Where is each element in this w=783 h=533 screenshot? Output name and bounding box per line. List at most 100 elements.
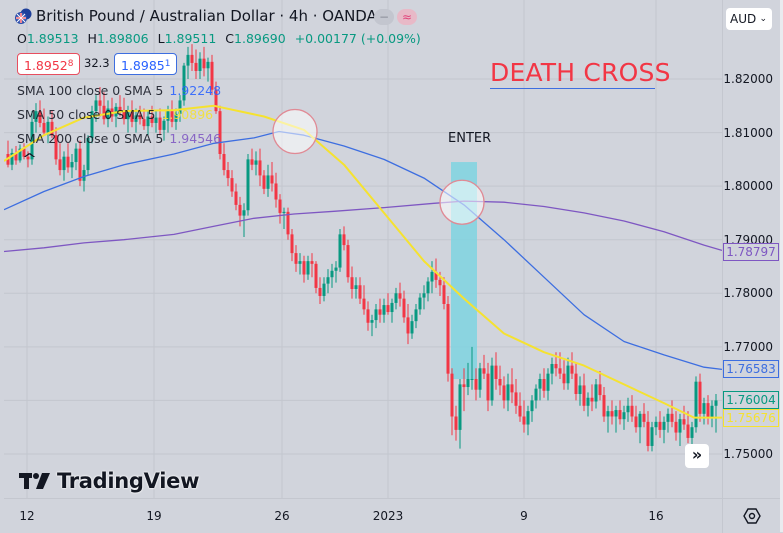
symbol-legend[interactable]: British Pound / Australian Dollar · 4h ·… [14, 7, 377, 25]
indicator-sma-100[interactable]: SMA 100 close 0 SMA 5 1.92248 [17, 83, 221, 98]
candle-body [622, 412, 626, 420]
candle-body [498, 379, 502, 386]
minimize-icon[interactable]: − [374, 9, 394, 25]
sma-line-sma200 [4, 200, 722, 253]
buy-button[interactable]: 1.89851 [114, 53, 178, 75]
indicator-value: 1.92248 [169, 83, 222, 98]
gbp-aud-flag-icon [14, 8, 32, 24]
candle-body [418, 297, 422, 310]
indicator-sma-50[interactable]: SMA 50 close 0 SMA 5 1.90896 [17, 107, 213, 122]
candle-body [222, 154, 226, 171]
chevron-down-icon: ⌄ [759, 14, 767, 24]
candle-body [354, 285, 358, 289]
candle-body [670, 413, 674, 422]
cross-circle-marker [272, 108, 318, 155]
candle-body [142, 119, 146, 127]
price-tick-label: 1.75000 [723, 447, 773, 461]
candle-body [198, 58, 202, 71]
scroll-to-realtime-button[interactable]: » [685, 444, 709, 468]
axis-corner [722, 498, 781, 533]
candle-body [650, 427, 654, 446]
candle-body [710, 405, 714, 418]
sell-price: 1.8952 [24, 58, 68, 73]
candle-body [374, 309, 378, 321]
candle-body [410, 321, 414, 334]
death-cross-annotation[interactable]: DEATH CROSS [490, 58, 671, 87]
candle-body [202, 58, 206, 69]
chart-pane[interactable]: British Pound / Australian Dollar · 4h ·… [4, 0, 722, 498]
candle-body [370, 320, 374, 323]
currency-selector[interactable]: AUD ⌄ [726, 8, 772, 30]
candle-body [426, 281, 430, 294]
candle-body [674, 421, 678, 433]
candle-body [558, 368, 562, 374]
candle-body [566, 365, 570, 384]
sma-line-sma50 [4, 104, 722, 419]
time-tick-label: 2023 [372, 509, 404, 523]
candle-body [62, 156, 66, 171]
indicator-label: SMA 200 close 0 SMA 5 [17, 131, 164, 146]
candle-body [242, 210, 246, 216]
candle-body [570, 365, 574, 374]
candle-body [250, 159, 254, 165]
candle-body [246, 159, 250, 211]
candle-body [102, 105, 106, 120]
candle-body [662, 421, 666, 430]
candle-body [182, 65, 186, 101]
sma-line-sma100 [4, 130, 722, 371]
sell-button[interactable]: 1.89528 [17, 53, 81, 75]
candle-body [282, 211, 286, 213]
candle-body [318, 287, 322, 296]
candle-body [526, 411, 530, 425]
candle-body [38, 111, 42, 123]
price-tag-sma-100: 1.76583 [723, 360, 779, 378]
candle-body [90, 111, 94, 138]
candlestick-chart[interactable] [4, 0, 722, 498]
candle-body [170, 111, 174, 122]
candle-body [694, 381, 698, 428]
indicator-label: SMA 100 close 0 SMA 5 [17, 83, 164, 98]
candle-body [590, 397, 594, 402]
candle-body [506, 384, 510, 401]
candle-body [550, 364, 554, 374]
wave-icon[interactable]: ≈ [397, 9, 417, 25]
candle-body [178, 100, 182, 114]
candle-body [54, 135, 58, 160]
candle-body [50, 121, 54, 136]
time-axis[interactable]: 12 19 26 2023 9 16 [4, 498, 722, 533]
candle-body [130, 112, 134, 122]
high-label: H [87, 31, 97, 46]
candle-body [34, 111, 38, 122]
collapse-legend-icon[interactable]: ^ [21, 152, 38, 167]
buy-price: 1.8985 [121, 58, 165, 73]
price-tick-label: 1.78000 [723, 286, 773, 301]
candle-body [654, 421, 658, 428]
candle-body [442, 285, 446, 304]
candle-body [642, 413, 646, 422]
candle-body [598, 384, 602, 396]
price-axis[interactable]: AUD ⌄ 1.82000 1.81000 1.80000 1.79000 1.7800… [722, 0, 781, 498]
candle-body [30, 121, 34, 160]
candle-body [186, 54, 190, 66]
candle-body [666, 413, 670, 422]
low-value: 1.89511 [164, 31, 217, 46]
candle-body [390, 302, 394, 313]
enter-annotation[interactable]: ENTER [448, 131, 492, 146]
candle-body [274, 183, 278, 200]
candle-body [194, 62, 198, 71]
candle-body [214, 89, 218, 112]
candle-body [70, 162, 74, 168]
candle-body [430, 271, 434, 282]
sell-price-pip: 8 [67, 59, 74, 69]
candle-body [634, 416, 638, 428]
candle-body [190, 54, 194, 63]
candle-body [126, 112, 130, 120]
price-tag-last-price: 1.76004 [723, 391, 779, 409]
candle-body [698, 381, 702, 414]
indicator-sma-200[interactable]: SMA 200 close 0 SMA 5 1.94546 [17, 131, 221, 146]
candle-body [582, 385, 586, 406]
candle-body [78, 148, 82, 181]
tradingview-logo[interactable]: TradingView [19, 469, 199, 493]
candle-body [262, 175, 266, 189]
settings-icon[interactable] [743, 507, 761, 525]
